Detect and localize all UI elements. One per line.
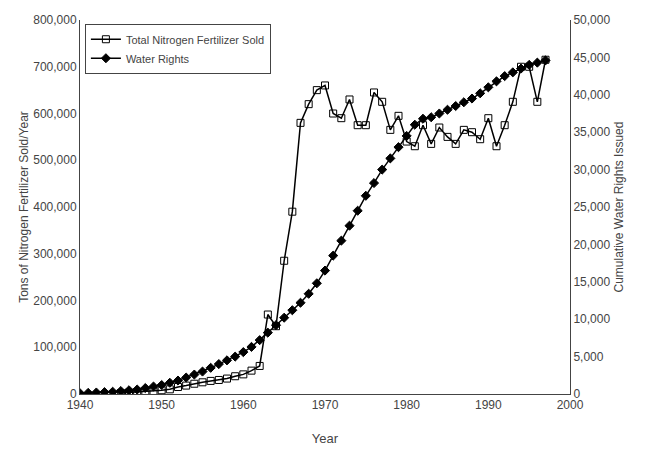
svg-text:2000: 2000: [557, 398, 584, 412]
svg-text:1980: 1980: [393, 398, 420, 412]
svg-text:40,000: 40,000: [573, 88, 610, 102]
svg-text:45,000: 45,000: [573, 51, 610, 65]
svg-text:Total Nitrogen Fertilizer Sold: Total Nitrogen Fertilizer Sold: [126, 34, 264, 46]
svg-text:20,000: 20,000: [573, 238, 610, 252]
svg-text:5,000: 5,000: [573, 350, 603, 364]
svg-text:1950: 1950: [148, 398, 175, 412]
svg-text:100,000: 100,000: [33, 340, 77, 354]
svg-text:Water Rights: Water Rights: [126, 53, 190, 65]
svg-text:300,000: 300,000: [33, 247, 77, 261]
svg-text:700,000: 700,000: [33, 60, 77, 74]
svg-text:Year: Year: [312, 431, 339, 446]
svg-text:50,000: 50,000: [573, 13, 610, 27]
svg-text:1990: 1990: [475, 398, 502, 412]
svg-text:500,000: 500,000: [33, 153, 77, 167]
svg-text:0: 0: [70, 387, 77, 401]
svg-text:30,000: 30,000: [573, 163, 610, 177]
svg-text:Tons of Nitrogen Fertilizer So: Tons of Nitrogen Fertilizer Sold/Year: [17, 111, 31, 303]
svg-text:1940: 1940: [67, 398, 94, 412]
svg-text:800,000: 800,000: [33, 13, 77, 27]
svg-text:400,000: 400,000: [33, 200, 77, 214]
svg-text:10,000: 10,000: [573, 312, 610, 326]
svg-text:0: 0: [573, 387, 580, 401]
svg-text:1960: 1960: [230, 398, 257, 412]
svg-text:200,000: 200,000: [33, 294, 77, 308]
svg-text:35,000: 35,000: [573, 125, 610, 139]
svg-text:600,000: 600,000: [33, 107, 77, 121]
svg-text:25,000: 25,000: [573, 200, 610, 214]
svg-text:1970: 1970: [312, 398, 339, 412]
svg-text:15,000: 15,000: [573, 275, 610, 289]
svg-text:Cumulative Water Rights Issued: Cumulative Water Rights Issued: [612, 122, 626, 293]
